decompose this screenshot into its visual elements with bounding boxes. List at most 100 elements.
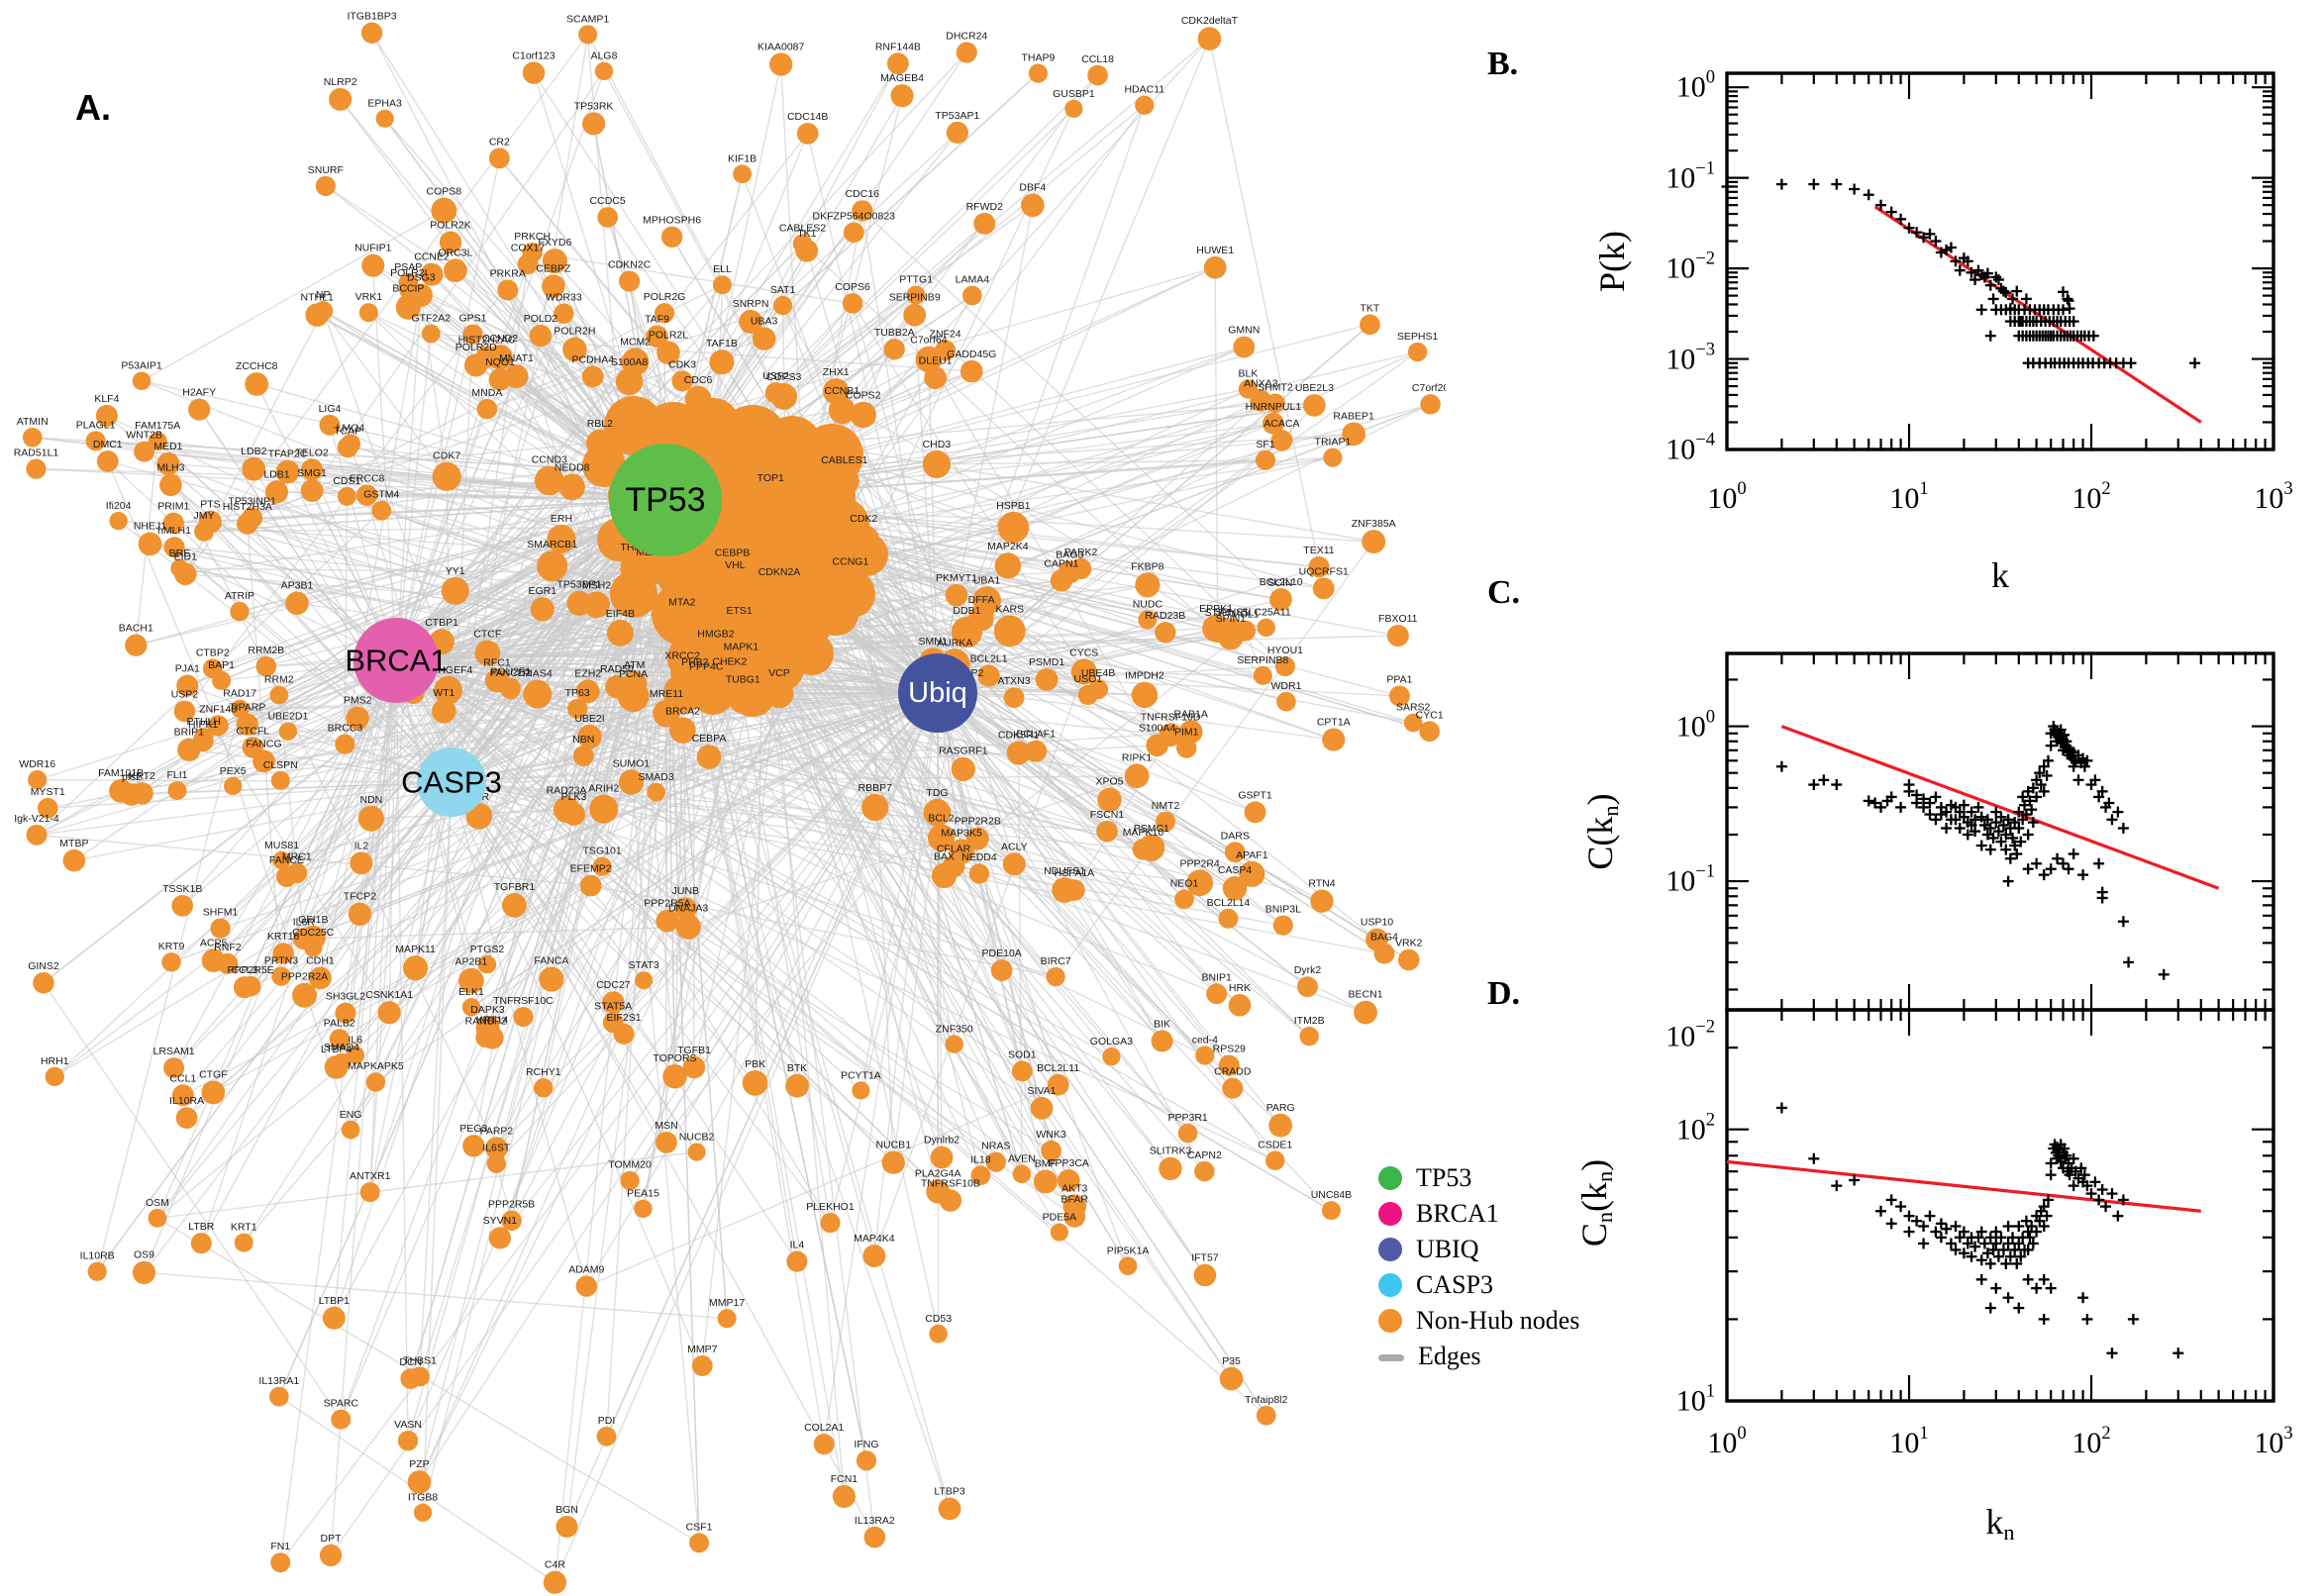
node-label: TRIAP1: [1315, 437, 1352, 449]
network-node: [691, 1354, 713, 1376]
network-node: [335, 734, 355, 754]
network-node: [1052, 877, 1077, 903]
node-label: ELK1: [458, 986, 484, 998]
network-node: [359, 1182, 380, 1203]
network-node: [575, 1275, 597, 1297]
node-label: ENG: [340, 1109, 362, 1121]
node-label: JUNB: [672, 885, 699, 897]
node-label: CCNG1: [833, 555, 869, 567]
network-node: [653, 699, 680, 728]
node-label: NMT2: [1152, 800, 1180, 812]
network-node: [589, 794, 619, 824]
node-label: DNAJA3: [668, 902, 708, 914]
node-label: RRM2B: [248, 645, 284, 656]
node-label: TCAP: [334, 425, 361, 437]
node-label: KRT14: [476, 1015, 509, 1027]
node-label: MAPKAPK5: [348, 1060, 404, 1072]
network-node: [704, 640, 728, 663]
node-label: KIAA0087: [758, 41, 804, 52]
node-label: TDG: [926, 787, 948, 799]
network-node: [230, 601, 250, 622]
network-node: [852, 1081, 870, 1100]
node-label: PDE5A: [1043, 1212, 1076, 1224]
node-label: CPT1A: [1317, 717, 1351, 729]
network-node: [278, 722, 298, 741]
node-label: OSM: [146, 1197, 169, 1209]
network-node: [148, 432, 167, 451]
node-label: BAX: [934, 851, 955, 863]
node-label: MLH3: [156, 462, 184, 474]
node-label: TSG101: [583, 846, 622, 857]
node-label: GUSBP1: [1053, 88, 1095, 100]
network-node: [542, 274, 565, 298]
node-label: IL18: [970, 1153, 991, 1165]
node-label: PTTG1: [899, 274, 933, 286]
network-node: [167, 781, 187, 800]
node-label: FN1: [270, 1541, 290, 1552]
node-label: UBA1: [973, 574, 1001, 586]
network-node: [1011, 1060, 1033, 1082]
node-label: IL6R: [293, 916, 316, 928]
node-label: KRT16: [267, 931, 300, 943]
node-label: ZCCHC8: [236, 360, 278, 372]
network-node: [850, 401, 876, 429]
network-node: [462, 324, 483, 345]
network-node: [655, 303, 675, 324]
network-node: [224, 776, 243, 796]
network-node: [272, 943, 294, 964]
node-label: ATXN3: [998, 675, 1031, 687]
network-node: [906, 285, 926, 305]
node-label: HRH1: [41, 1055, 69, 1067]
network-node: [175, 1107, 198, 1130]
node-label: CSF1: [686, 1521, 713, 1533]
network-node: [1253, 665, 1272, 685]
network-node: [1096, 820, 1118, 843]
network-node: [1041, 1140, 1061, 1161]
network-node: [929, 1324, 948, 1344]
network-node: [539, 966, 564, 992]
fit-line: [1873, 205, 2202, 424]
node-label: TUBB2A: [874, 327, 915, 339]
network-node: [1388, 685, 1410, 707]
y-axis-title: C(kn): [1580, 793, 1623, 870]
node-label: PDE10A: [982, 948, 1022, 959]
hub-label: BRCA1: [345, 644, 447, 678]
node-label: DSG3: [407, 272, 436, 284]
node-label: SNURF: [308, 164, 344, 176]
node-label: PRKRA: [490, 267, 526, 279]
network-node: [1002, 852, 1026, 876]
network-node: [95, 404, 118, 427]
network-node: [1262, 412, 1284, 435]
node-label: BLK: [1239, 367, 1259, 379]
network-node: [567, 698, 588, 719]
network-node: [360, 22, 383, 44]
node-label: TUBG1: [726, 674, 760, 686]
y-tick-label: 10−2: [1666, 1016, 1715, 1053]
network-node: [890, 84, 914, 108]
network-node: [432, 461, 461, 491]
network-node: [733, 164, 752, 184]
node-label: ZHX1: [823, 366, 850, 378]
node-label: IMPDH2: [1125, 670, 1164, 682]
node-label: ALG8: [591, 50, 618, 62]
network-node: [1397, 948, 1420, 971]
network-node: [843, 222, 864, 244]
network-node: [26, 824, 48, 846]
node-label: PARK2: [1064, 547, 1098, 558]
network-node: [997, 511, 1030, 544]
node-label: MSN: [655, 1120, 677, 1132]
x-tick-label: 100: [1707, 478, 1747, 515]
node-label: AKT3: [1061, 1182, 1087, 1194]
node-label: FXYD6: [538, 237, 571, 249]
node-label: PARP2: [480, 1125, 514, 1137]
node-label: POLD2: [524, 313, 558, 325]
network-node: [371, 500, 392, 521]
ubiq-swatch-icon: [1378, 1238, 1402, 1261]
node-label: TP53RK: [574, 100, 614, 112]
node-label: COL2A1: [804, 1422, 844, 1434]
node-label: VRK1: [355, 291, 383, 303]
network-node: [148, 1208, 167, 1228]
network-node: [1299, 1026, 1319, 1047]
network-node: [441, 576, 469, 605]
node-label: H2AFY: [182, 387, 216, 399]
